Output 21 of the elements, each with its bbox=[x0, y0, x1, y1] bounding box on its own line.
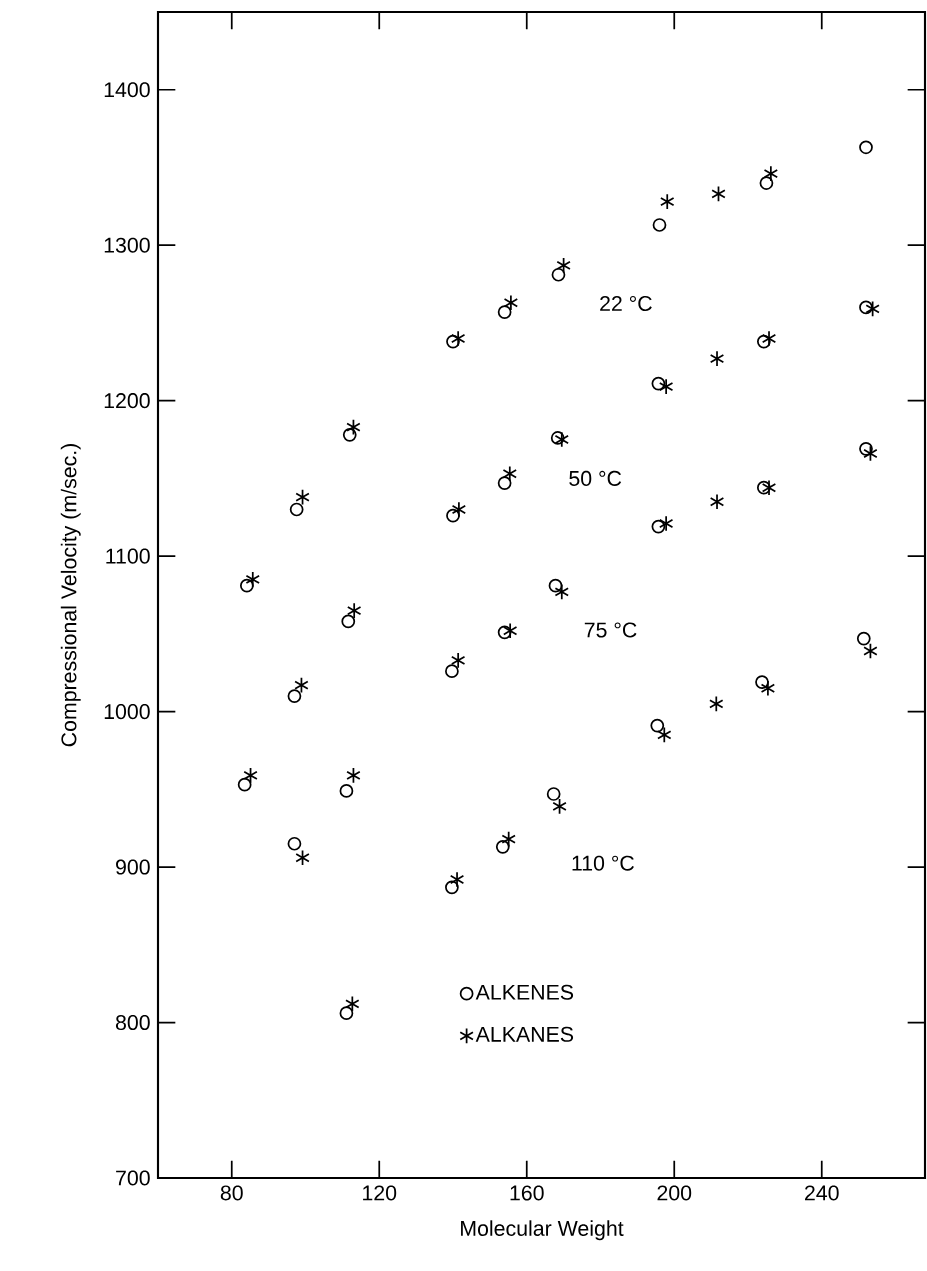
annotation: 110 °C bbox=[572, 855, 634, 871]
annotation: 22 °C bbox=[600, 295, 652, 312]
x-tick-label: 240 bbox=[805, 1185, 839, 1201]
x-tick-label: 120 bbox=[363, 1185, 397, 1201]
legend-label: ALKENES bbox=[475, 984, 574, 1000]
y-tick-label: 800 bbox=[115, 1014, 150, 1031]
y-tick-label: 1100 bbox=[106, 548, 150, 564]
y-tick-label: 700 bbox=[116, 1170, 150, 1186]
y-tick-label: 1400 bbox=[104, 82, 150, 98]
x-tick-label: 160 bbox=[510, 1185, 544, 1201]
y-tick-label: 1200 bbox=[104, 393, 150, 409]
y-tick-label: 1300 bbox=[104, 237, 150, 253]
x-tick-label: 80 bbox=[220, 1185, 243, 1201]
y-tick-label: 900 bbox=[116, 859, 150, 875]
annotation: 50 °C bbox=[569, 470, 622, 486]
annotation: 75 °C bbox=[584, 622, 637, 638]
y-axis-title: Compressional Velocity (m/sec.) bbox=[60, 444, 81, 747]
legend-label: ALKANES bbox=[475, 1026, 574, 1042]
x-axis-title: Molecular Weight bbox=[461, 1220, 624, 1241]
x-tick-label: 200 bbox=[657, 1185, 692, 1201]
y-tick-label: 1000 bbox=[104, 704, 150, 720]
